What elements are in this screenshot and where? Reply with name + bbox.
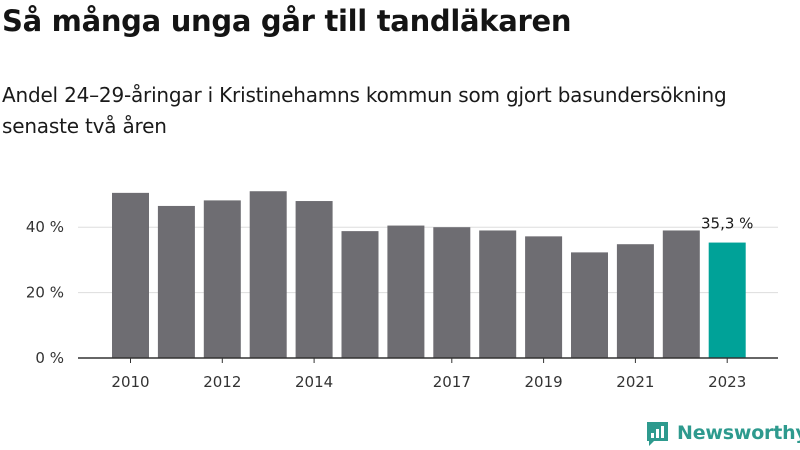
logo-text: Newsworthy (677, 422, 800, 444)
bar-2020 (571, 252, 608, 358)
bar-2018 (479, 230, 517, 358)
newsworthy-logo: Newsworthy (645, 418, 800, 448)
data-labels: 35,3 % (701, 215, 753, 233)
x-tick-label: 2017 (433, 373, 471, 391)
y-axis-ticks: 0 % 20 % 40 % (26, 218, 64, 367)
bar-2010 (112, 192, 149, 358)
bar-2014 (295, 201, 333, 358)
y-tick-label: 40 % (26, 218, 64, 236)
bar-2016 (387, 225, 425, 358)
y-tick-label: 0 % (35, 349, 64, 367)
x-tick-label: 2023 (708, 373, 746, 391)
bar-2023 (708, 242, 746, 358)
bar-2012 (203, 200, 241, 358)
y-tick-label: 20 % (26, 284, 64, 302)
value-label: 35,3 % (701, 215, 753, 233)
x-axis-ticks: 2010 2012 2014 2017 2019 2021 2023 (111, 358, 746, 391)
bar-2011 (157, 205, 195, 358)
bar-2015 (341, 231, 379, 358)
bars (112, 191, 746, 358)
x-tick-label: 2019 (525, 373, 563, 391)
newsworthy-logo-icon (647, 421, 668, 446)
bar-2013 (249, 191, 287, 358)
x-tick-label: 2012 (203, 373, 241, 391)
bar-2021 (616, 244, 654, 358)
x-tick-label: 2014 (295, 373, 333, 391)
bar-2022 (662, 230, 700, 358)
chart-subtitle: Andel 24–29-åringar i Kristinehamns komm… (2, 83, 727, 138)
bar-2017 (433, 227, 471, 358)
bar-2019 (525, 236, 563, 358)
x-tick-label: 2010 (111, 373, 149, 391)
x-tick-label: 2021 (616, 373, 654, 391)
chart-title: Så många unga går till tandläkaren (2, 4, 572, 38)
